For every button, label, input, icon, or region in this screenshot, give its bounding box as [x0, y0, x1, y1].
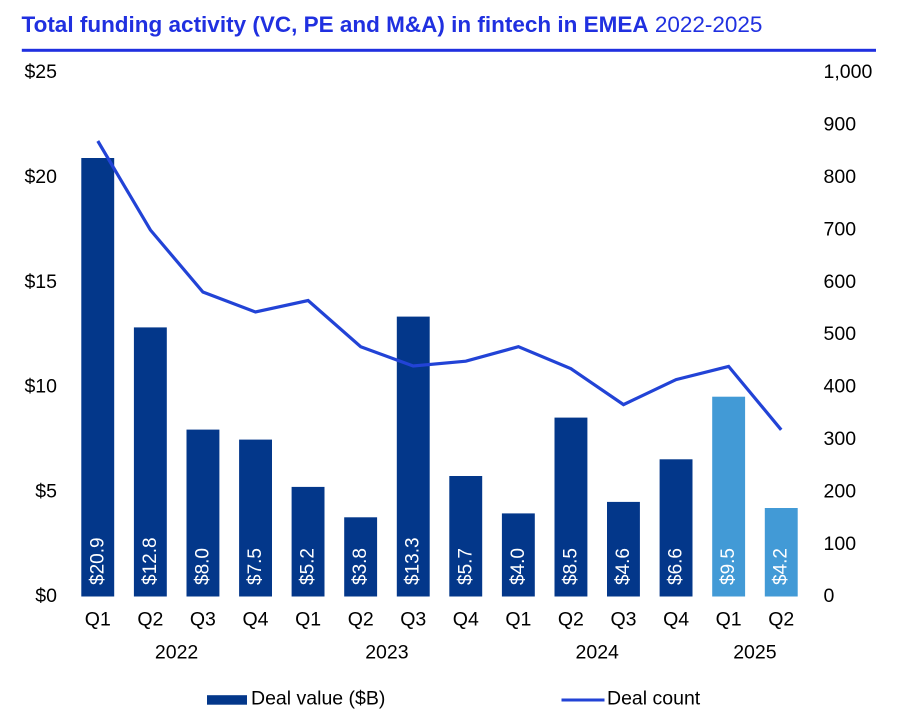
svg-text:2022: 2022: [155, 642, 198, 664]
svg-text:400: 400: [824, 376, 857, 398]
svg-text:$12.8: $12.8: [140, 537, 161, 585]
svg-text:2023: 2023: [365, 642, 408, 664]
svg-text:Deal value ($B): Deal value ($B): [251, 688, 385, 710]
svg-text:600: 600: [824, 271, 857, 293]
svg-text:Q4: Q4: [453, 609, 479, 631]
svg-text:$15: $15: [24, 271, 57, 293]
svg-text:900: 900: [824, 114, 857, 136]
svg-text:700: 700: [824, 218, 857, 240]
svg-text:$20: $20: [24, 166, 57, 188]
svg-text:Q2: Q2: [137, 609, 163, 631]
svg-text:$20.9: $20.9: [87, 537, 108, 585]
svg-text:Q1: Q1: [716, 609, 742, 631]
svg-text:$13.3: $13.3: [403, 537, 424, 585]
svg-text:$5.7: $5.7: [455, 548, 476, 585]
svg-text:Q4: Q4: [663, 609, 689, 631]
svg-text:2025: 2025: [733, 642, 777, 664]
svg-text:800: 800: [824, 166, 857, 188]
svg-text:$6.6: $6.6: [666, 548, 687, 585]
svg-text:Q1: Q1: [505, 609, 531, 631]
svg-text:Q1: Q1: [85, 609, 111, 631]
svg-text:$0: $0: [35, 585, 57, 607]
svg-text:$8.0: $8.0: [192, 548, 213, 585]
svg-text:100: 100: [824, 533, 857, 555]
svg-text:300: 300: [824, 428, 857, 450]
svg-text:Q2: Q2: [558, 609, 584, 631]
svg-text:Q2: Q2: [768, 609, 794, 631]
svg-text:Q1: Q1: [295, 609, 321, 631]
svg-text:$9.5: $9.5: [718, 548, 739, 585]
svg-text:Deal count: Deal count: [607, 688, 701, 710]
svg-text:Q3: Q3: [610, 609, 636, 631]
svg-text:$25: $25: [24, 61, 57, 83]
svg-text:$7.5: $7.5: [245, 548, 266, 585]
svg-text:$3.8: $3.8: [350, 548, 371, 585]
svg-text:$5: $5: [35, 480, 57, 502]
svg-text:$10: $10: [24, 376, 57, 398]
svg-text:$4.2: $4.2: [771, 548, 792, 585]
svg-text:$5.2: $5.2: [298, 548, 319, 585]
svg-text:Q4: Q4: [242, 609, 268, 631]
svg-text:Q3: Q3: [400, 609, 426, 631]
svg-text:Q2: Q2: [348, 609, 374, 631]
svg-text:1,000: 1,000: [824, 61, 873, 83]
svg-text:500: 500: [824, 323, 857, 345]
svg-text:0: 0: [824, 585, 835, 607]
svg-text:2024: 2024: [576, 642, 620, 664]
svg-text:$4.6: $4.6: [613, 548, 634, 585]
svg-text:$4.0: $4.0: [508, 548, 529, 585]
svg-text:Total funding activity (VC, PE: Total funding activity (VC, PE and M&A) …: [22, 12, 763, 37]
svg-text:$8.5: $8.5: [560, 548, 581, 585]
svg-text:200: 200: [824, 480, 857, 502]
svg-text:Q3: Q3: [190, 609, 216, 631]
